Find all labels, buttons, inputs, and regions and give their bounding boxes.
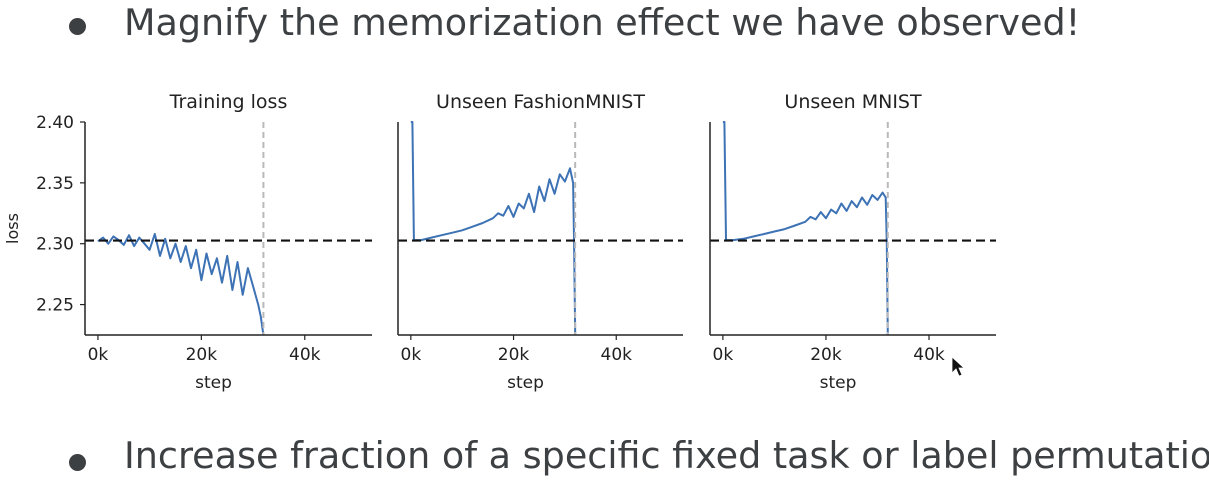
chart-title: Unseen FashionMNIST: [436, 91, 645, 113]
chart-panel: Unseen FashionMNIST 0k 20k 40k step: [397, 91, 683, 393]
bullet-text-1: Magnify the memorization effect we have …: [124, 1, 1081, 44]
loss-charts: Training loss 0k 20k 40k step 2.25 2.30 2.35 2.4…: [3, 91, 996, 393]
x-tick-label: 40k: [289, 345, 321, 365]
bullet-dot-icon: [69, 18, 86, 35]
x-tick-label: 20k: [186, 345, 218, 365]
y-tick-label: 2.25: [36, 296, 74, 316]
x-axis-label: step: [820, 373, 857, 393]
bullet-dot-icon: [69, 454, 86, 471]
bullet-text-2: Increase fraction of a specific fixed ta…: [124, 434, 1209, 477]
loss-series-line: [410, 121, 577, 336]
y-tick-label: 2.30: [36, 235, 74, 255]
x-tick-label: 40k: [601, 345, 633, 365]
bullet-item-2: Increase fraction of a specific fixed ta…: [0, 430, 1209, 490]
x-tick-label: 0k: [401, 345, 422, 365]
chart-title: Unseen MNIST: [784, 91, 922, 113]
loss-series-line: [722, 121, 889, 336]
chart-panel: Unseen MNIST 0k 20k 40k step: [709, 91, 996, 393]
x-axis-label: step: [195, 373, 232, 393]
x-tick-label: 40k: [913, 345, 945, 365]
mouse-cursor-icon: [951, 356, 966, 377]
chart-panel: Training loss 0k 20k 40k step 2.25 2.30 2.35 2.4…: [3, 91, 372, 393]
x-tick-label: 20k: [810, 345, 842, 365]
loss-series-line: [97, 233, 265, 336]
x-tick-label: 0k: [713, 345, 734, 365]
x-axis-label: step: [507, 373, 544, 393]
x-tick-label: 0k: [88, 345, 109, 365]
chart-title: Training loss: [169, 91, 288, 113]
bullet-item-1: Magnify the memorization effect we have …: [0, 0, 1209, 60]
y-axis-label: loss: [3, 213, 22, 244]
x-tick-label: 20k: [498, 345, 530, 365]
y-tick-label: 2.40: [36, 113, 74, 133]
y-tick-label: 2.35: [36, 174, 74, 194]
